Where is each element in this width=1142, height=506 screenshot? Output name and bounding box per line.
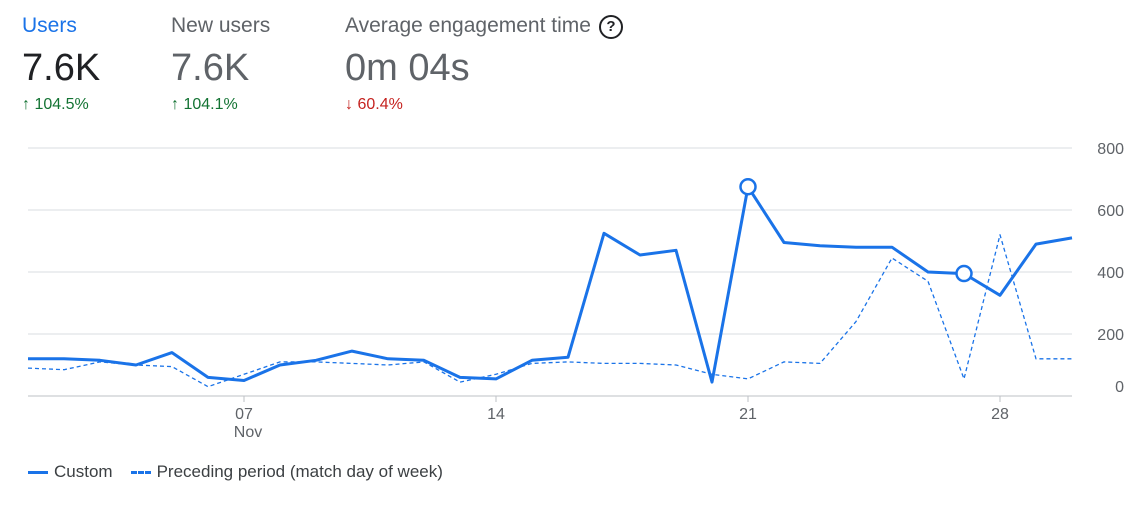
- legend-label-preceding: Preceding period (match day of week): [156, 462, 443, 481]
- data-point: [387, 364, 390, 367]
- data-point: [783, 241, 786, 244]
- data-point: [711, 373, 714, 376]
- data-point: [567, 356, 570, 359]
- x-tick-label: 07: [235, 406, 253, 423]
- x-tick-label: 14: [487, 406, 505, 423]
- data-point: [639, 253, 642, 256]
- data-point: [891, 246, 894, 249]
- data-point: [603, 362, 606, 365]
- data-point: [135, 364, 138, 367]
- y-tick-label: 800: [1097, 141, 1124, 158]
- data-point: [1035, 357, 1038, 360]
- arrow-down-icon: ↓: [345, 96, 353, 113]
- legend-swatch-dashed: [130, 470, 151, 474]
- legend-label-custom: Custom: [54, 462, 113, 481]
- metric-users-change-value: 104.5%: [34, 96, 89, 113]
- data-point: [819, 362, 822, 365]
- data-point: [999, 233, 1002, 236]
- data-point: [243, 373, 246, 376]
- data-point: [315, 360, 318, 363]
- data-point: [675, 249, 678, 252]
- data-point: [63, 357, 66, 360]
- metric-new-users[interactable]: New users 7.6K ↑ 104.1%: [171, 12, 270, 116]
- metric-new-users-label: New users: [171, 14, 271, 37]
- data-point: [855, 246, 858, 249]
- data-point: [639, 362, 642, 365]
- metric-users[interactable]: Users 7.6K ↑ 104.5%: [22, 12, 100, 116]
- legend-item-custom[interactable]: Custom: [28, 462, 113, 482]
- metric-engagement-change: ↓ 60.4%: [345, 94, 623, 116]
- metric-new-users-change-value: 104.1%: [183, 96, 238, 113]
- data-point: [279, 360, 282, 363]
- metric-engagement-label: Average engagement time: [345, 14, 591, 37]
- data-point: [1071, 357, 1074, 360]
- help-icon[interactable]: ?: [598, 15, 623, 39]
- metric-new-users-change: ↑ 104.1%: [171, 94, 270, 116]
- data-point: [747, 377, 750, 380]
- data-point: [459, 376, 462, 379]
- metric-engagement-time[interactable]: Average engagement time? 0m 04s ↓ 60.4%: [345, 12, 623, 116]
- arrow-up-icon: ↑: [22, 96, 30, 113]
- data-point: [171, 351, 174, 354]
- metric-new-users-value: 7.6K: [171, 47, 250, 89]
- series-line-1: [27, 234, 1072, 388]
- highlight-marker: [739, 178, 757, 196]
- data-point: [27, 357, 30, 360]
- metric-users-value: 7.6K: [22, 47, 101, 89]
- metric-users-change: ↑ 104.5%: [22, 94, 100, 116]
- data-point: [675, 364, 678, 367]
- legend-swatch-solid: [28, 470, 48, 474]
- metric-engagement-label-row: Average engagement time?: [345, 12, 623, 40]
- series-line-0: [28, 185, 1073, 384]
- arrow-up-icon: ↑: [171, 96, 179, 113]
- y-tick-label: 600: [1097, 203, 1124, 220]
- data-point: [927, 271, 930, 274]
- data-point: [711, 381, 714, 384]
- data-point: [171, 365, 174, 368]
- data-point: [99, 360, 102, 363]
- data-point: [27, 367, 30, 370]
- data-point: [999, 294, 1002, 297]
- y-tick-label: 400: [1097, 265, 1124, 282]
- data-point: [207, 376, 210, 379]
- x-tick-label: 21: [739, 406, 757, 423]
- data-point: [351, 362, 354, 365]
- data-point: [387, 357, 390, 360]
- data-point: [1071, 236, 1074, 239]
- data-point: [891, 257, 894, 260]
- metric-users-label: Users: [22, 14, 77, 37]
- data-point: [567, 360, 570, 363]
- data-point: [531, 362, 534, 365]
- data-point: [459, 381, 462, 384]
- data-point: [495, 377, 498, 380]
- data-point: [819, 244, 822, 247]
- metric-engagement-change-value: 60.4%: [357, 96, 403, 113]
- data-point: [207, 385, 210, 388]
- legend-item-preceding[interactable]: Preceding period (match day of week): [130, 462, 443, 482]
- x-tick-label: 28: [991, 406, 1009, 423]
- data-point: [855, 320, 858, 323]
- data-point: [531, 359, 534, 362]
- x-tick-sublabel: Nov: [234, 424, 262, 441]
- data-point: [783, 360, 786, 363]
- data-point: [63, 368, 66, 371]
- data-point: [243, 379, 246, 382]
- chart-legend: Custom Preceding period (match day of we…: [28, 462, 461, 482]
- metric-engagement-value: 0m 04s: [345, 47, 470, 89]
- data-point: [1035, 243, 1038, 246]
- data-point: [279, 364, 282, 367]
- data-point: [963, 377, 966, 380]
- data-point: [927, 280, 930, 283]
- data-point: [351, 350, 354, 353]
- data-point: [423, 360, 426, 363]
- y-tick-label: 0: [1115, 379, 1124, 396]
- data-point: [603, 232, 606, 235]
- data-point: [495, 373, 498, 376]
- highlight-marker: [955, 264, 973, 283]
- y-tick-label: 200: [1097, 327, 1124, 344]
